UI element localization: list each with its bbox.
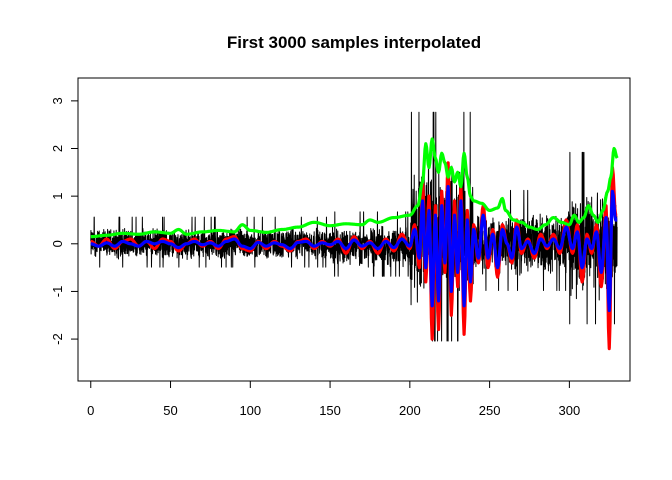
x-tick-label: 50: [163, 403, 177, 418]
y-tick-label: 2: [50, 145, 65, 152]
x-tick-label: 150: [319, 403, 341, 418]
x-tick-label: 100: [239, 403, 261, 418]
y-axis: -2 -1 0 1 2 3: [50, 97, 79, 345]
series-line-3: [89, 137, 619, 239]
x-tick-label: 200: [399, 403, 421, 418]
x-axis: 0 50 100 150 200 250 300: [87, 380, 581, 418]
y-tick-label: 1: [50, 193, 65, 200]
y-tick-label: 0: [50, 240, 65, 247]
y-tick-label: -2: [50, 333, 65, 345]
y-tick-label: -1: [50, 286, 65, 298]
x-tick-label: 0: [87, 403, 94, 418]
x-tick-label: 300: [559, 403, 581, 418]
y-tick-label: 3: [50, 97, 65, 104]
x-tick-label: 250: [479, 403, 501, 418]
chart-title: First 3000 samples interpolated: [227, 33, 481, 52]
series-layer: [89, 111, 619, 351]
series-line-4: [89, 185, 619, 313]
